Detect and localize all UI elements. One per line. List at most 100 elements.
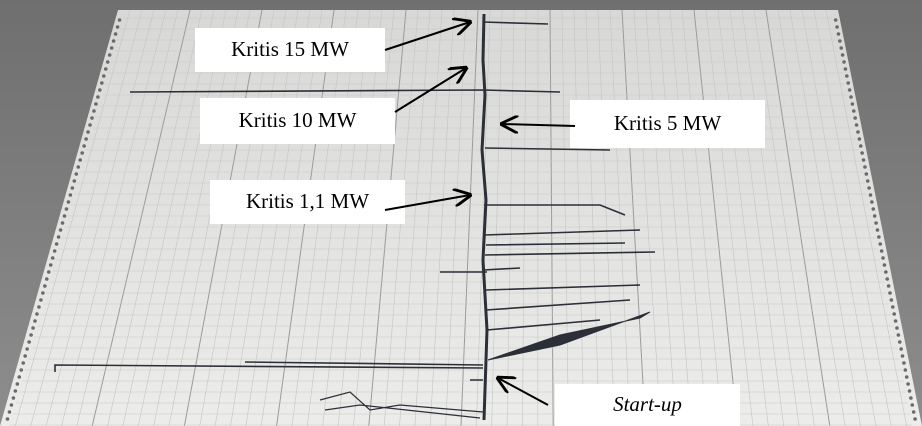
sprocket-hole (902, 361, 906, 365)
sprocket-hole (84, 137, 88, 141)
sprocket-hole (63, 214, 67, 218)
sprocket-hole (877, 235, 881, 239)
sprocket-hole (39, 298, 43, 302)
sprocket-hole (884, 270, 888, 274)
sprocket-hole (14, 389, 18, 393)
sprocket-hole (61, 221, 65, 225)
sprocket-hole (909, 396, 913, 400)
sprocket-hole (104, 67, 108, 71)
sprocket-hole (844, 67, 848, 71)
sprocket-hole (901, 354, 905, 358)
sprocket-hole (904, 368, 908, 372)
sprocket-hole (21, 361, 25, 365)
sprocket-hole (76, 165, 80, 169)
sprocket-hole (856, 130, 860, 134)
sprocket-hole (27, 340, 31, 344)
sprocket-hole (880, 249, 884, 253)
annotation-label: Start-up (613, 392, 682, 416)
sprocket-hole (86, 130, 90, 134)
sprocket-hole (888, 291, 892, 295)
sprocket-hole (73, 179, 77, 183)
sprocket-hole (29, 333, 33, 337)
sprocket-hole (834, 18, 838, 22)
sprocket-hole (71, 186, 75, 190)
sprocket-hole (88, 123, 92, 127)
sprocket-hole (100, 81, 104, 85)
sprocket-hole (892, 312, 896, 316)
sprocket-hole (860, 151, 864, 155)
sprocket-hole (881, 256, 885, 260)
sprocket-hole (96, 95, 100, 99)
sprocket-hole (853, 116, 857, 120)
sprocket-hole (855, 123, 859, 127)
annotation-label: Kritis 10 MW (239, 108, 357, 132)
sprocket-hole (838, 39, 842, 43)
sprocket-hole (8, 410, 12, 414)
sprocket-hole (897, 333, 901, 337)
sprocket-hole (883, 263, 887, 267)
sprocket-hole (835, 25, 839, 29)
annotation-label: Kritis 15 MW (231, 37, 349, 61)
sprocket-hole (55, 242, 59, 246)
sprocket-hole (894, 319, 898, 323)
sprocket-hole (51, 256, 55, 260)
sprocket-hole (6, 417, 10, 421)
sprocket-hole (17, 375, 21, 379)
sprocket-hole (65, 207, 69, 211)
sprocket-hole (905, 375, 909, 379)
sprocket-hole (898, 340, 902, 344)
sprocket-hole (69, 193, 73, 197)
sprocket-hole (57, 235, 61, 239)
sprocket-hole (876, 228, 880, 232)
sprocket-hole (913, 417, 917, 421)
sprocket-hole (49, 263, 53, 267)
sprocket-hole (37, 305, 41, 309)
sprocket-hole (108, 53, 112, 57)
sprocket-hole (862, 158, 866, 162)
sprocket-hole (859, 144, 863, 148)
sprocket-hole (116, 25, 120, 29)
sprocket-hole (59, 228, 63, 232)
sprocket-hole (885, 277, 889, 281)
sprocket-hole (887, 284, 891, 288)
sprocket-hole (845, 74, 849, 78)
sprocket-hole (895, 326, 899, 330)
sprocket-hole (23, 354, 27, 358)
sprocket-hole (90, 116, 94, 120)
sprocket-hole (45, 277, 49, 281)
sprocket-hole (866, 179, 870, 183)
sprocket-hole (906, 382, 910, 386)
sprocket-hole (33, 319, 37, 323)
sprocket-hole (863, 165, 867, 169)
sprocket-hole (102, 74, 106, 78)
sprocket-hole (858, 137, 862, 141)
sprocket-hole (43, 284, 47, 288)
sprocket-hole (852, 109, 856, 113)
sprocket-hole (849, 95, 853, 99)
sprocket-hole (112, 39, 116, 43)
sprocket-hole (82, 144, 86, 148)
sprocket-hole (10, 403, 14, 407)
sprocket-hole (839, 46, 843, 50)
sprocket-hole (31, 326, 35, 330)
sprocket-hole (869, 193, 873, 197)
sprocket-hole (106, 60, 110, 64)
sprocket-hole (94, 102, 98, 106)
sprocket-hole (19, 368, 23, 372)
sprocket-hole (867, 186, 871, 190)
photo: Kritis 15 MWKritis 10 MWKritis 5 MWKriti… (0, 0, 922, 426)
sprocket-hole (871, 207, 875, 211)
sprocket-hole (891, 305, 895, 309)
sprocket-hole (41, 291, 45, 295)
sprocket-hole (114, 32, 118, 36)
sprocket-hole (878, 242, 882, 246)
sprocket-hole (908, 389, 912, 393)
sprocket-hole (110, 46, 114, 50)
sprocket-hole (35, 312, 39, 316)
sprocket-hole (848, 88, 852, 92)
sprocket-hole (837, 32, 841, 36)
sprocket-hole (53, 249, 57, 253)
sprocket-hole (851, 102, 855, 106)
sprocket-hole (873, 214, 877, 218)
sprocket-hole (16, 382, 20, 386)
